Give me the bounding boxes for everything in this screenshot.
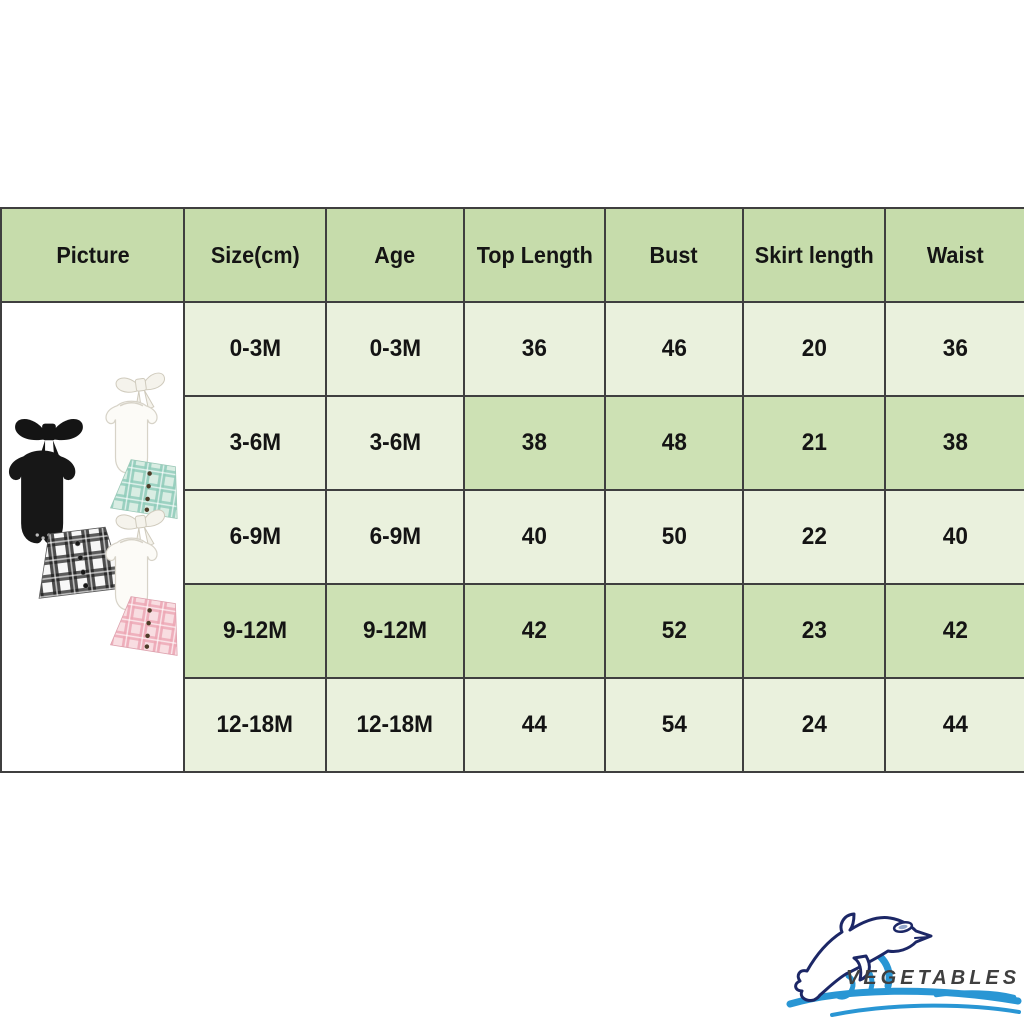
- age-cell: 12-18M: [325, 677, 465, 773]
- header-size: Size(cm): [183, 207, 327, 303]
- size-chart-table: Picture Size(cm) Age Top Length Bust Ski…: [0, 207, 1024, 773]
- pink-plaid-skirt-icon: [109, 596, 178, 656]
- top-length-cell: 42: [463, 583, 606, 679]
- size-cell: 6-9M: [183, 489, 327, 585]
- header-top-length: Top Length: [463, 207, 606, 303]
- skirt-length-cell: 21: [742, 395, 886, 491]
- bust-cell: 54: [604, 677, 744, 773]
- table-row: 3-6M 3-6M 38 48 21 38: [1, 395, 1024, 491]
- table-row: 0-3M 0-3M 36 46 20 36: [0, 301, 1024, 773]
- bust-cell: 50: [604, 489, 744, 585]
- product-photo: [2, 303, 181, 771]
- size-cell: 3-6M: [183, 395, 327, 491]
- table-row: 12-18M 12-18M 44 54 24 44: [1, 677, 1024, 773]
- table-row: 9-12M 9-12M 42 52 23 42: [1, 583, 1024, 679]
- skirt-length-cell: 24: [742, 677, 886, 773]
- header-picture: Picture: [0, 207, 185, 303]
- mint-plaid-skirt-icon: [109, 459, 178, 519]
- brand-logo: VEGETABLES: [786, 908, 1024, 1024]
- pink-romper-set: [104, 508, 178, 656]
- baby-outfits-image: [8, 372, 178, 656]
- size-cell: 9-12M: [183, 583, 327, 679]
- header-bust: Bust: [604, 207, 744, 303]
- age-cell: 3-6M: [325, 395, 465, 491]
- skirt-length-cell: 20: [742, 301, 886, 397]
- bust-cell: 52: [604, 583, 744, 679]
- table-row: 6-9M 6-9M 40 50 22 40: [1, 489, 1024, 585]
- header-waist: Waist: [884, 207, 1024, 303]
- size-cell: 12-18M: [183, 677, 327, 773]
- black-romper-icon: [8, 449, 76, 544]
- dolphin-logo-image: VEGETABLES: [786, 912, 1022, 1017]
- header-row: Picture Size(cm) Age Top Length Bust Ski…: [0, 207, 1024, 303]
- age-cell: 9-12M: [325, 583, 465, 679]
- dolphin-icon: [794, 912, 933, 1002]
- age-cell: 0-3M: [325, 301, 465, 397]
- top-length-cell: 40: [463, 489, 606, 585]
- waist-cell: 42: [884, 583, 1024, 679]
- product-photo-cell: [0, 301, 185, 773]
- age-cell: 6-9M: [325, 489, 465, 585]
- bust-cell: 46: [604, 301, 744, 397]
- waist-cell: 44: [884, 677, 1024, 773]
- waist-cell: 36: [884, 301, 1024, 397]
- header-age: Age: [325, 207, 465, 303]
- top-length-cell: 36: [463, 301, 606, 397]
- size-cell: 0-3M: [183, 301, 327, 397]
- skirt-length-cell: 22: [742, 489, 886, 585]
- mint-romper-set: [104, 372, 178, 519]
- top-length-cell: 38: [463, 395, 606, 491]
- header-skirt-length: Skirt length: [742, 207, 886, 303]
- waist-cell: 38: [884, 395, 1024, 491]
- brand-text: VEGETABLES: [846, 967, 1020, 989]
- plaid-skirt-icon: [38, 526, 125, 599]
- bust-cell: 48: [604, 395, 744, 491]
- top-length-cell: 44: [463, 677, 606, 773]
- black-romper-set: [8, 419, 125, 599]
- skirt-length-cell: 23: [742, 583, 886, 679]
- waist-cell: 40: [884, 489, 1024, 585]
